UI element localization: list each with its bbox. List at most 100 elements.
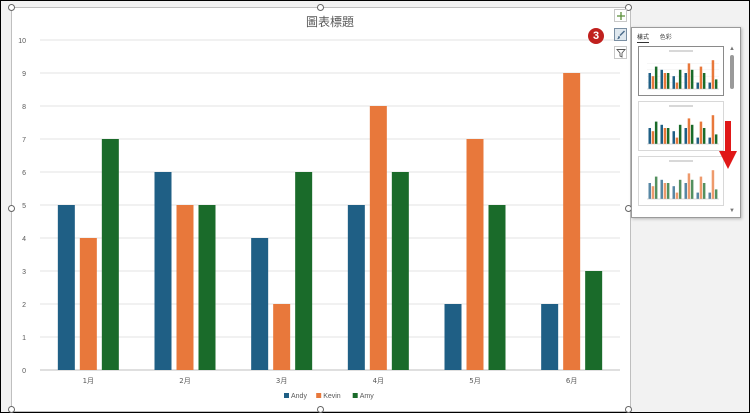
- preview-bar: [648, 183, 651, 199]
- resize-handle-top[interactable]: [317, 4, 324, 11]
- x-tick-label: 3月: [276, 377, 287, 385]
- legend-label: Amy: [360, 393, 375, 400]
- preview-bar: [690, 124, 694, 144]
- chart-styles-button[interactable]: [614, 28, 627, 41]
- y-tick-label: 10: [18, 38, 26, 45]
- chart-area[interactable]: 圖表標題 0 1 2 3 4 5 6 7 8 9 10 1月 2月 3月 4月 5月 6月 Andy Kevin Amy: [11, 7, 631, 412]
- paintbrush-icon: [616, 30, 625, 39]
- bar-amy: [101, 139, 119, 370]
- preview-bar: [666, 73, 670, 89]
- resize-handle-top-right[interactable]: [625, 4, 632, 11]
- preview-bar: [654, 176, 658, 199]
- preview-bar: [660, 69, 663, 89]
- preview-bar: [711, 60, 715, 89]
- style-preview: [647, 50, 719, 90]
- bar-amy: [488, 205, 506, 370]
- preview-bar: [663, 73, 667, 89]
- legend-label: Andy: [291, 393, 307, 400]
- panel-scrollbar[interactable]: ▲ ▼: [729, 46, 735, 214]
- preview-bar: [651, 76, 655, 89]
- preview-bar: [708, 192, 711, 199]
- preview-bar: [702, 128, 706, 144]
- style-preview: [647, 105, 719, 145]
- preview-bar: [678, 124, 682, 144]
- y-tick-label: 6: [22, 170, 26, 177]
- preview-bar: [714, 189, 718, 199]
- preview-bar: [666, 183, 670, 199]
- bar-amy: [391, 172, 409, 370]
- preview-bar: [684, 128, 687, 144]
- preview-bar: [702, 73, 706, 89]
- resize-handle-bottom[interactable]: [317, 406, 324, 413]
- x-tick-label: 4月: [373, 377, 384, 385]
- preview-bar: [714, 134, 718, 144]
- legend-swatch: [316, 393, 322, 398]
- preview-bar: [708, 137, 711, 144]
- preview-bar: [672, 186, 675, 199]
- style-option-2[interactable]: [638, 101, 724, 151]
- bar-chart: 圖表標題 0 1 2 3 4 5 6 7 8 9 10 1月 2月 3月 4月 5月 6月 Andy Kevin Amy: [18, 15, 620, 400]
- preview-bar: [672, 76, 675, 89]
- preview-bar: [675, 137, 679, 144]
- preview-bar: [699, 121, 703, 144]
- preview-bar: [696, 192, 699, 199]
- chart-filters-button[interactable]: [614, 46, 627, 59]
- panel-tabs: 樣式 色彩: [637, 32, 681, 43]
- bar-amy: [585, 271, 603, 370]
- y-tick-label: 2: [22, 302, 26, 309]
- preview-bar: [696, 137, 699, 144]
- tab-color[interactable]: 色彩: [659, 35, 672, 41]
- y-tick-label: 9: [22, 71, 26, 78]
- scroll-up-icon[interactable]: ▲: [729, 46, 735, 52]
- preview-bar: [684, 73, 687, 89]
- resize-handle-bottom-left[interactable]: [8, 406, 15, 413]
- y-tick-label: 7: [22, 137, 26, 144]
- preview-bar: [654, 66, 658, 89]
- legend-swatch: [284, 393, 289, 398]
- resize-handle-top-left[interactable]: [8, 4, 15, 11]
- preview-bar: [687, 118, 691, 144]
- bar-andy: [347, 205, 365, 370]
- bar-kevin: [466, 139, 484, 370]
- style-option-3[interactable]: [638, 156, 724, 206]
- chart-title: 圖表標題: [306, 15, 354, 29]
- red-down-arrow-icon: [719, 121, 737, 169]
- preview-bar: [687, 173, 691, 199]
- style-option-1[interactable]: [638, 46, 724, 96]
- resize-handle-bottom-right[interactable]: [625, 406, 632, 413]
- scroll-down-icon[interactable]: ▼: [729, 208, 735, 214]
- x-tick-label: 2月: [179, 377, 190, 385]
- legend-swatch: [352, 393, 358, 398]
- bar-andy: [444, 304, 462, 370]
- tab-style[interactable]: 樣式: [637, 32, 650, 43]
- x-tick-label: 1月: [83, 377, 94, 385]
- preview-bar: [711, 170, 715, 199]
- preview-bar: [672, 131, 675, 144]
- preview-bar: [675, 192, 679, 199]
- style-list: [638, 46, 724, 211]
- preview-bar: [687, 63, 691, 89]
- filter-icon: [615, 48, 626, 58]
- preview-bar: [666, 128, 670, 144]
- bar-kevin: [369, 106, 387, 370]
- legend-label: Kevin: [323, 393, 341, 400]
- bar-amy: [295, 172, 313, 370]
- preview-bar: [702, 183, 706, 199]
- y-tick-label: 4: [22, 236, 26, 243]
- y-tick-label: 0: [22, 368, 26, 375]
- resize-handle-left[interactable]: [8, 205, 15, 212]
- scroll-thumb[interactable]: [730, 55, 734, 89]
- x-tick-label: 5月: [469, 377, 480, 385]
- plus-icon: [616, 11, 625, 20]
- preview-bar: [660, 124, 663, 144]
- preview-bar: [663, 128, 667, 144]
- preview-bar: [651, 131, 655, 144]
- preview-bar: [708, 82, 711, 89]
- bar-kevin: [273, 304, 291, 370]
- preview-bar: [711, 115, 715, 144]
- preview-bar: [696, 82, 699, 89]
- preview-bar: [699, 66, 703, 89]
- y-tick-label: 5: [22, 203, 26, 210]
- chart-elements-button[interactable]: [614, 9, 627, 22]
- preview-bar: [648, 73, 651, 89]
